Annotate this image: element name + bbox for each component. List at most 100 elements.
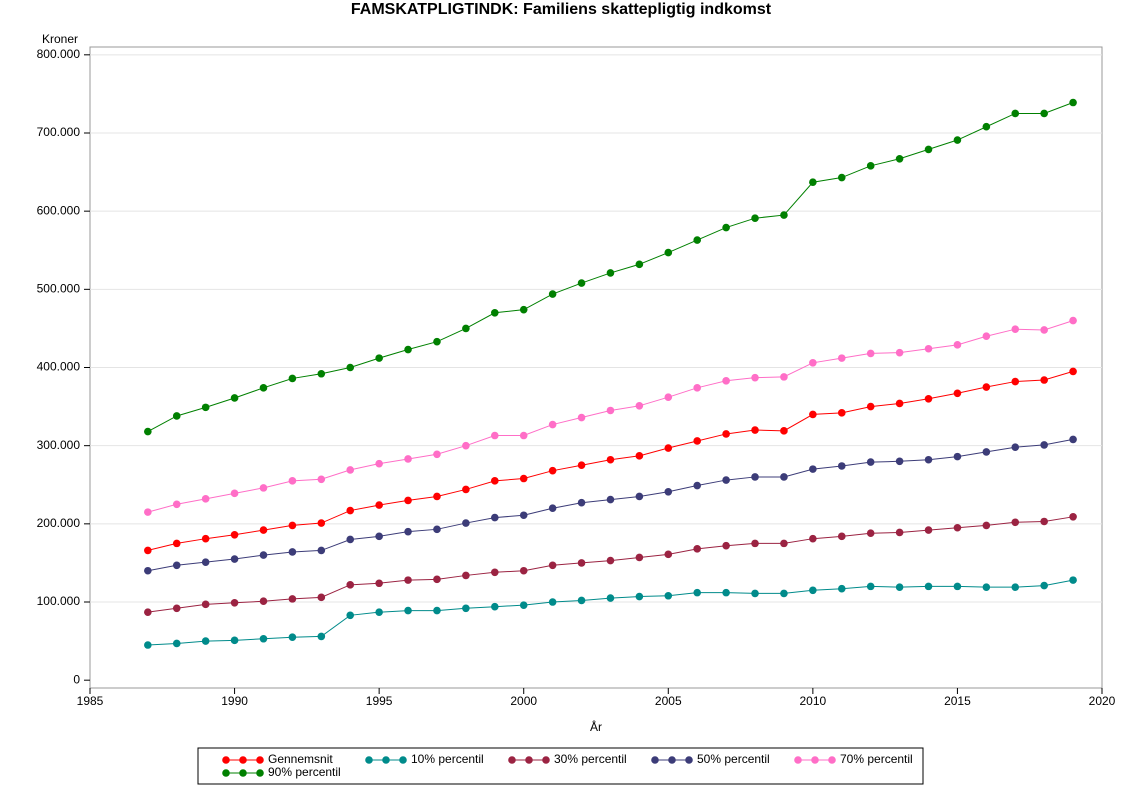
legend-label: 30% percentil (554, 752, 627, 766)
data-point (404, 455, 412, 463)
data-point (953, 136, 962, 144)
data-point (953, 341, 962, 349)
data-point (635, 452, 644, 460)
y-tick-label: 600.000 (37, 203, 81, 217)
data-point (144, 427, 152, 436)
data-point (230, 530, 239, 539)
data-point (259, 384, 268, 392)
data-point (404, 496, 412, 505)
data-point (837, 354, 846, 362)
data-point (317, 519, 326, 527)
data-point (809, 410, 817, 419)
data-point (1069, 98, 1077, 107)
y-tick-label: 700.000 (37, 125, 81, 139)
data-point (172, 539, 181, 548)
data-point (317, 593, 326, 602)
data-point (780, 539, 788, 548)
x-tick-label: 2010 (800, 694, 827, 708)
data-point (375, 532, 383, 541)
data-point (259, 526, 268, 534)
y-tick-label: 100.000 (37, 594, 81, 608)
data-point (375, 579, 383, 588)
data-point (346, 535, 355, 544)
legend-label: Gennemsnit (268, 752, 333, 766)
data-point (288, 374, 297, 383)
data-point (288, 521, 297, 530)
legend-marker (365, 756, 373, 764)
y-tick-label: 500.000 (37, 282, 81, 296)
data-point (288, 633, 297, 641)
data-point (837, 173, 846, 182)
data-point (895, 399, 904, 408)
data-point (144, 566, 152, 575)
data-point (722, 376, 730, 385)
data-point (982, 448, 991, 456)
data-point (519, 474, 528, 483)
data-point (259, 551, 268, 559)
y-tick-label: 300.000 (37, 438, 81, 452)
data-point (664, 393, 673, 402)
legend-marker (828, 756, 836, 764)
legend-marker (399, 756, 407, 764)
data-point (144, 508, 152, 516)
data-point (1011, 583, 1020, 591)
legend-label: 50% percentil (697, 752, 770, 766)
data-point (201, 637, 210, 645)
data-point (924, 394, 933, 403)
data-point (606, 495, 615, 504)
data-point (866, 349, 875, 358)
data-point (462, 324, 470, 333)
data-point (780, 427, 788, 435)
data-point (895, 528, 904, 537)
data-point (577, 413, 586, 422)
data-point (722, 430, 730, 438)
data-point (895, 348, 904, 357)
data-point (606, 406, 615, 415)
data-point (722, 588, 730, 597)
data-point (722, 541, 730, 550)
data-point (664, 248, 673, 257)
legend-marker (256, 769, 264, 777)
series-line (147, 320, 1074, 513)
data-point (809, 534, 817, 543)
data-point (809, 465, 817, 473)
data-point (866, 458, 875, 466)
data-point (722, 223, 730, 232)
data-point (230, 598, 239, 607)
x-axis-label: År (590, 719, 602, 734)
chart-title: FAMSKATPLIGTINDK: Familiens skattepligti… (351, 1, 772, 18)
data-point (693, 545, 701, 553)
data-point (1040, 441, 1048, 449)
legend-marker (651, 756, 659, 764)
data-point (924, 455, 933, 464)
data-point (548, 466, 557, 475)
y-axis-label: Kroner (42, 32, 78, 46)
data-point (404, 576, 412, 584)
data-point (751, 214, 759, 222)
legend-marker (222, 769, 230, 777)
x-tick-label: 2000 (510, 694, 537, 708)
legend-label: 70% percentil (840, 752, 913, 766)
data-point (491, 513, 499, 522)
data-point (780, 211, 788, 219)
data-point (664, 444, 673, 452)
data-point (693, 384, 701, 392)
data-point (664, 487, 673, 496)
data-point (751, 473, 759, 481)
data-point (866, 162, 875, 170)
data-point (577, 461, 586, 470)
data-point (635, 553, 644, 562)
legend-marker (256, 756, 264, 764)
data-point (1040, 517, 1048, 526)
data-point (230, 394, 239, 402)
x-tick-label: 1990 (221, 694, 248, 708)
legend-marker (239, 756, 247, 764)
series-line (147, 579, 1074, 646)
data-point (1011, 377, 1020, 386)
legend-marker (542, 756, 550, 764)
data-point (144, 546, 152, 555)
data-point (635, 260, 644, 269)
data-point (346, 506, 355, 515)
data-point (982, 583, 991, 591)
